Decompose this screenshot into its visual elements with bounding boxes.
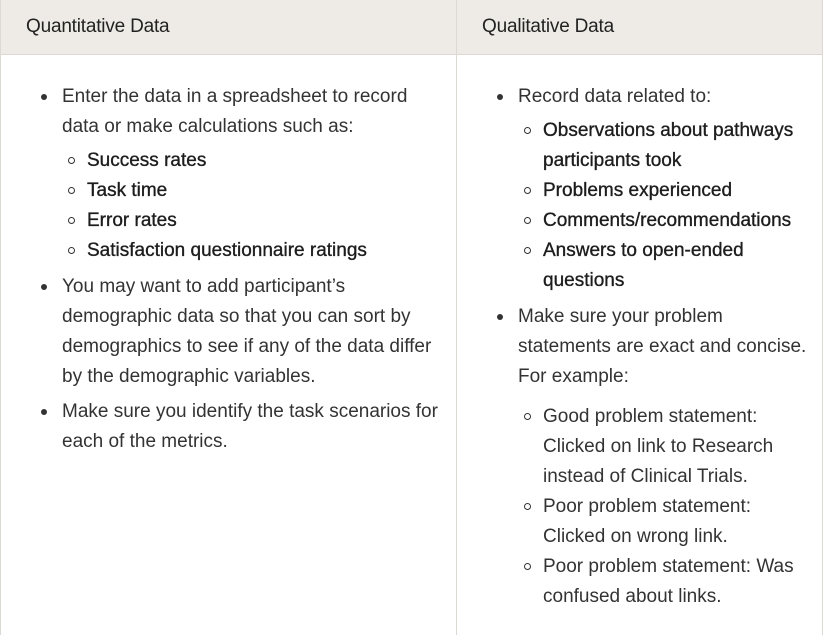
list-item: Enter the data in a spreadsheet to recor… xyxy=(35,82,442,266)
sublist-item-text: Comments/recommendations xyxy=(543,210,792,231)
list-item: You may want to add participant’s demogr… xyxy=(35,272,442,392)
circle-bullet-icon xyxy=(524,503,531,510)
sublist-item: Poor problem statement: Was confused abo… xyxy=(518,552,818,612)
list-item-text: You may want to add participant’s demogr… xyxy=(62,276,432,387)
bullet-icon xyxy=(41,94,47,100)
sublist-item: Comments/recommendations xyxy=(518,206,818,236)
circle-bullet-icon xyxy=(68,247,75,254)
sublist-item: Good problem statement: Clicked on link … xyxy=(518,402,818,492)
sublist-item-text: Observations about pathways participants… xyxy=(543,120,794,171)
table-header-row: Quantitative Data Qualitative Data xyxy=(1,0,822,55)
sublist-item: Poor problem statement: Clicked on wrong… xyxy=(518,492,818,552)
sublist-item-text: Error rates xyxy=(87,210,177,231)
circle-bullet-icon xyxy=(68,187,75,194)
sublist-item-text: Problems experienced xyxy=(543,180,733,201)
record-sublist: Observations about pathways participants… xyxy=(518,116,818,296)
table-body-row: Enter the data in a spreadsheet to recor… xyxy=(1,55,822,635)
quantitative-cell: Enter the data in a spreadsheet to recor… xyxy=(1,55,457,635)
quantitative-list: Enter the data in a spreadsheet to recor… xyxy=(35,82,442,457)
qualitative-header: Qualitative Data xyxy=(482,16,614,37)
quantitative-header: Quantitative Data xyxy=(1,0,457,54)
list-item: Make sure your problem statements are ex… xyxy=(491,302,818,612)
circle-bullet-icon xyxy=(68,157,75,164)
bullet-icon xyxy=(41,284,47,290)
circle-bullet-icon xyxy=(524,127,531,134)
list-item-text: Make sure you identify the task scenario… xyxy=(62,401,438,452)
bullet-icon xyxy=(41,409,47,415)
sublist-item: Satisfaction questionnaire ratings xyxy=(62,236,442,266)
sublist-item: Task time xyxy=(62,176,442,206)
sublist-item-text: Satisfaction questionnaire ratings xyxy=(87,240,367,261)
bullet-icon xyxy=(497,94,503,100)
qualitative-cell: Record data related to: Observations abo… xyxy=(457,55,822,635)
example-sublist: Good problem statement: Clicked on link … xyxy=(518,402,818,612)
sublist-item-text: Good problem statement: Clicked on link … xyxy=(543,406,774,487)
sublist-item-text: Poor problem statement: Clicked on wrong… xyxy=(543,496,752,547)
circle-bullet-icon xyxy=(524,187,531,194)
circle-bullet-icon xyxy=(524,413,531,420)
metrics-sublist: Success rates Task time Error rates Sati… xyxy=(62,146,442,266)
sublist-item-text: Task time xyxy=(87,180,168,201)
qualitative-list: Record data related to: Observations abo… xyxy=(491,82,818,612)
circle-bullet-icon xyxy=(524,563,531,570)
sublist-item-text: Success rates xyxy=(87,150,207,171)
sublist-item: Observations about pathways participants… xyxy=(518,116,818,176)
sublist-item: Answers to open-ended questions xyxy=(518,236,818,296)
sublist-item: Error rates xyxy=(62,206,442,236)
list-item-text: Make sure your problem statements are ex… xyxy=(518,306,807,387)
sublist-item: Problems experienced xyxy=(518,176,818,206)
sublist-item-text: Poor problem statement: Was confused abo… xyxy=(543,556,794,607)
list-item: Record data related to: Observations abo… xyxy=(491,82,818,296)
bullet-icon xyxy=(497,314,503,320)
circle-bullet-icon xyxy=(524,217,531,224)
list-item-text: Enter the data in a spreadsheet to recor… xyxy=(62,86,408,137)
circle-bullet-icon xyxy=(68,217,75,224)
list-item-text: Record data related to: xyxy=(518,86,712,107)
sublist-item-text: Answers to open-ended questions xyxy=(543,240,744,291)
circle-bullet-icon xyxy=(524,247,531,254)
list-item: Make sure you identify the task scenario… xyxy=(35,397,442,457)
sublist-item: Success rates xyxy=(62,146,442,176)
